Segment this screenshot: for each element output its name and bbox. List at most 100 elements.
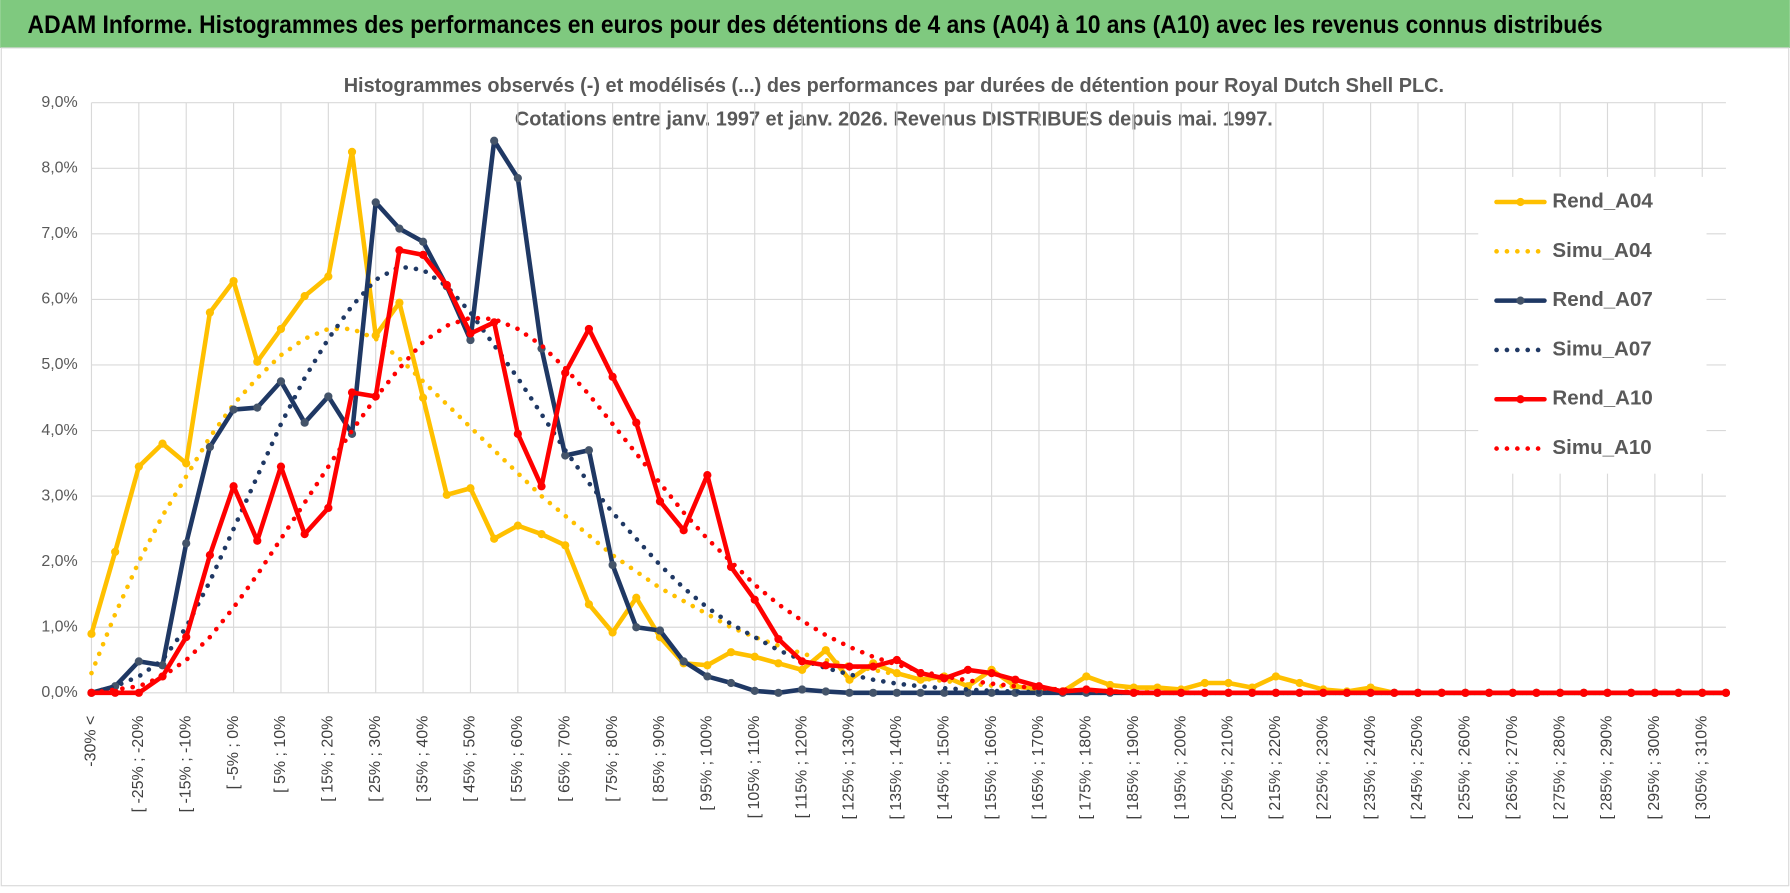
x-tick-label: [ 35% ; 40%: [414, 716, 431, 802]
data-point: [726, 648, 736, 657]
data-point: [229, 482, 238, 491]
data-point: [750, 686, 759, 695]
data-point: [466, 329, 475, 338]
x-tick-label: [ -25% ; -20%: [130, 716, 147, 813]
data-point: [182, 632, 191, 642]
x-tick-label: [ 125% ; 130%: [841, 716, 858, 820]
data-point: [253, 536, 262, 545]
legend-label: Rend_A07: [1552, 288, 1652, 311]
data-point: [111, 547, 120, 556]
x-tick-label: [ 145% ; 150%: [935, 716, 952, 820]
x-tick-label: [ 105% ; 110%: [746, 716, 763, 819]
title-bg: [338, 70, 1450, 137]
data-point: [608, 628, 617, 637]
data-point: [821, 646, 830, 655]
data-point: [750, 595, 759, 604]
x-tick-label: [ 45% ; 50%: [462, 716, 479, 802]
data-point: [300, 530, 309, 539]
data-point: [466, 484, 475, 493]
data-point: [1129, 688, 1138, 697]
data-point: [1556, 688, 1565, 697]
data-point: [395, 224, 404, 233]
data-point: [797, 685, 807, 694]
x-tick-label: [ 65% ; 70%: [556, 716, 573, 802]
data-point: [513, 174, 522, 183]
data-point: [513, 429, 522, 438]
data-point: [442, 280, 451, 290]
y-tick-label: 1,0%: [41, 618, 77, 635]
data-point: [561, 451, 570, 460]
data-point: [1034, 682, 1044, 691]
frame: [0, 47, 1790, 887]
data-point: [418, 250, 428, 259]
legend: Rend_A04 Simu_A04 Rend_A07 Simu_A07 Rend_A10…: [1478, 176, 1707, 474]
data-point: [395, 298, 404, 307]
legend-label: Rend_A10: [1552, 387, 1652, 410]
data-point: [205, 551, 215, 560]
data-point: [845, 675, 854, 684]
data-point: [892, 655, 901, 665]
chart-title: Histogrammes observés (-) et modélisés (…: [344, 74, 1444, 97]
x-tick-label: [ 205% ; 210%: [1220, 716, 1237, 820]
data-point: [324, 392, 333, 401]
data-point: [1461, 688, 1470, 697]
data-point: [490, 534, 499, 543]
data-point: [963, 665, 973, 674]
y-tick-label: 9,0%: [41, 94, 77, 111]
y-tick-label: 4,0%: [41, 422, 77, 439]
data-point: [774, 634, 783, 644]
data-point: [726, 678, 736, 688]
data-point: [324, 503, 333, 513]
data-point: [797, 665, 807, 674]
legend-label: Simu_A04: [1552, 239, 1652, 262]
x-tick-label: [ 295% ; 300%: [1646, 716, 1663, 820]
legend-label: Simu_A10: [1552, 436, 1651, 459]
data-point: [253, 403, 262, 412]
data-point: [513, 521, 522, 530]
data-point: [1224, 688, 1233, 697]
y-tick-label: 3,0%: [41, 487, 77, 504]
data-point: [134, 657, 143, 666]
data-point: [1224, 678, 1233, 688]
data-point: [442, 490, 451, 499]
data-point: [276, 462, 286, 471]
data-point: [1011, 675, 1020, 684]
data-point: [821, 687, 830, 696]
data-point: [703, 661, 712, 670]
legend-label: Rend_A04: [1552, 189, 1653, 212]
data-point: [229, 405, 238, 414]
data-point: [1721, 688, 1731, 697]
y-tick-label: 2,0%: [41, 553, 77, 570]
x-tick-label: [ 25% ; 30%: [367, 716, 384, 802]
legend-marker: [1516, 296, 1525, 305]
legend-marker: [1516, 197, 1525, 207]
data-point: [584, 600, 594, 609]
data-point: [158, 661, 167, 670]
y-tick-label: 5,0%: [41, 356, 77, 373]
data-point: [632, 418, 641, 427]
x-tick-label: [ 165% ; 170%: [1030, 716, 1047, 820]
data-point: [1295, 688, 1304, 697]
x-tick-label: [ 215% ; 220%: [1267, 716, 1284, 820]
data-point: [276, 324, 286, 334]
chart-subtitle: Cotations entre janv. 1997 et janv. 2026…: [515, 107, 1273, 130]
data-point: [1532, 688, 1541, 697]
data-point: [655, 626, 665, 635]
data-point: [679, 657, 688, 666]
data-point: [940, 688, 949, 697]
x-tick-label: [ 235% ; 240%: [1362, 716, 1379, 820]
data-point: [466, 335, 475, 345]
data-point: [418, 393, 428, 402]
legend-marker: [1516, 395, 1525, 404]
data-point: [892, 688, 901, 697]
x-tick-label: [ 265% ; 270%: [1504, 716, 1521, 820]
x-tick-label: [ 15% ; 20%: [320, 716, 337, 802]
data-point: [300, 418, 309, 427]
data-point: [750, 652, 759, 661]
data-point: [1698, 688, 1707, 697]
data-point: [1082, 672, 1091, 681]
data-point: [1200, 688, 1209, 697]
data-point: [134, 462, 143, 471]
data-point: [774, 659, 783, 668]
data-point: [584, 446, 594, 455]
